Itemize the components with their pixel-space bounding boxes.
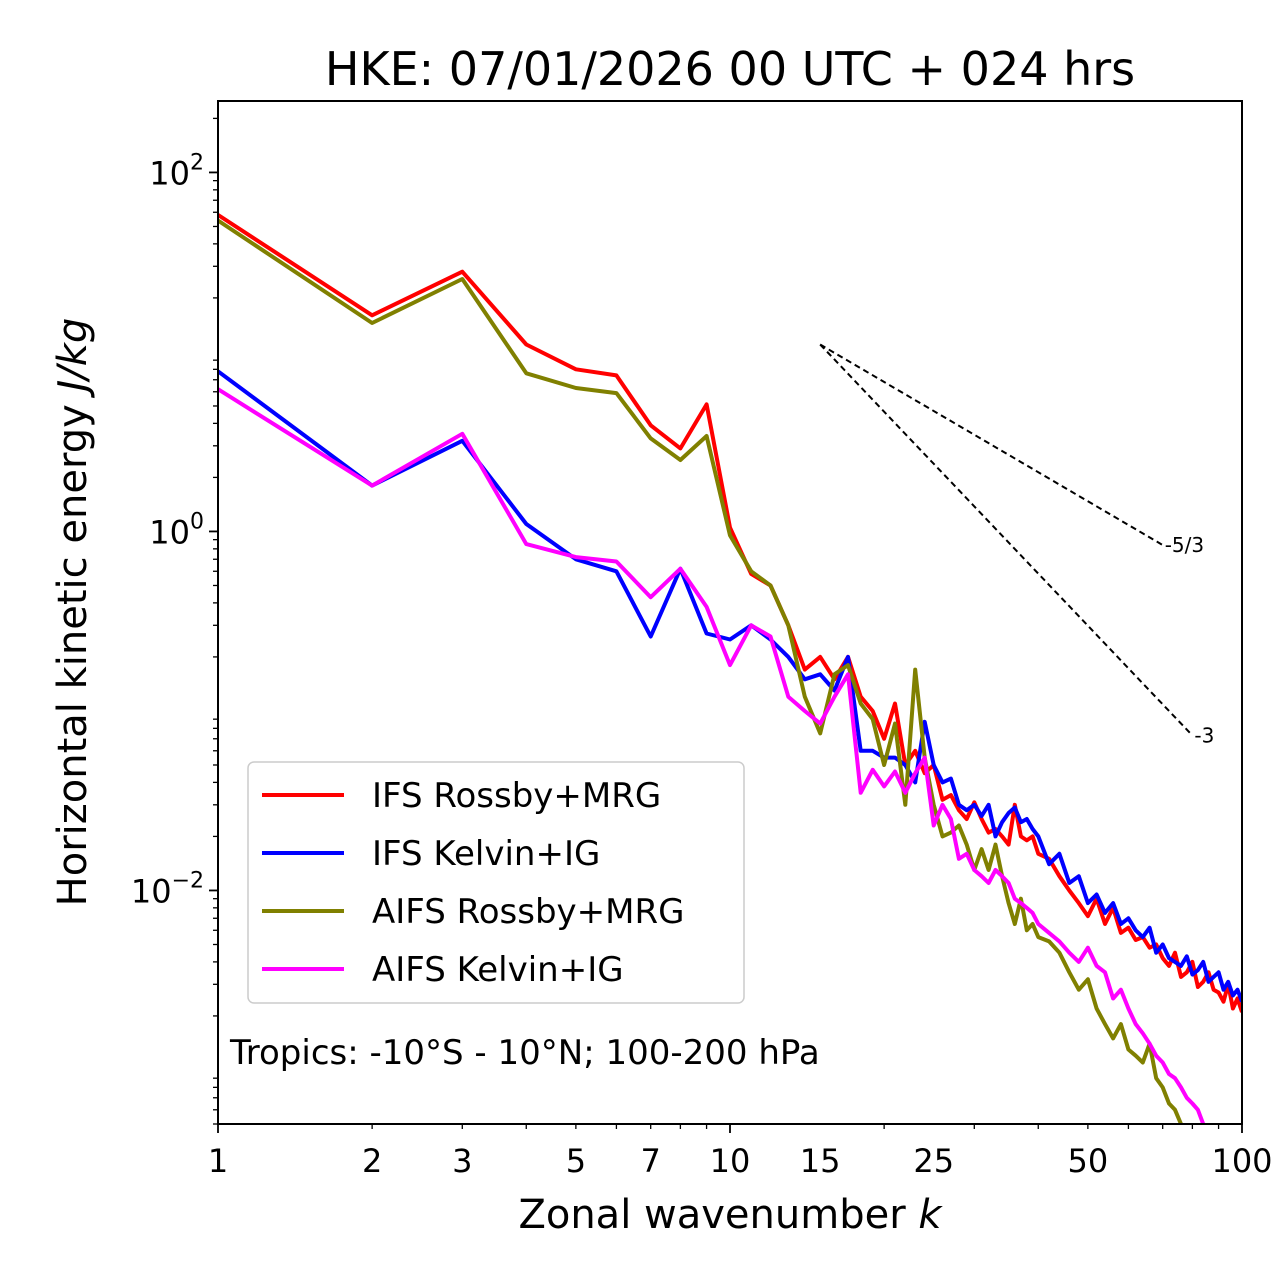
legend-label: AIFS Rossby+MRG bbox=[372, 892, 684, 932]
y-axis-label-text: Horizontal kinetic energy bbox=[50, 392, 96, 907]
series-line-4 bbox=[218, 387, 1206, 1124]
legend-label: AIFS Kelvin+IG bbox=[372, 950, 624, 990]
y-tick-label: 100 bbox=[149, 509, 204, 551]
series-lines bbox=[218, 213, 1242, 1124]
x-axis-label-text: Zonal wavenumber bbox=[518, 1192, 918, 1238]
x-tick-label: 7 bbox=[641, 1142, 661, 1180]
x-axis-label: Zonal wavenumber k bbox=[518, 1192, 943, 1238]
major-ticks bbox=[209, 171, 1243, 1133]
y-tick-base: 10 bbox=[149, 513, 190, 551]
slope-line-1 bbox=[819, 343, 1164, 546]
series-line-2 bbox=[218, 369, 1242, 1003]
series-line-3 bbox=[218, 218, 1184, 1124]
x-tick-label: 2 bbox=[362, 1142, 382, 1180]
legend: IFS Rossby+MRG IFS Kelvin+IG AIFS Rossby+M… bbox=[247, 761, 745, 1004]
x-tick-label: 1 bbox=[208, 1142, 228, 1180]
x-tick-label: 15 bbox=[800, 1142, 841, 1180]
slope-label-2: -3 bbox=[1194, 723, 1214, 747]
y-axis-label: Horizontal kinetic energy J/kg bbox=[50, 318, 96, 907]
y-axis-label-unit: J/kg bbox=[50, 318, 96, 399]
x-tick-label: 25 bbox=[913, 1142, 954, 1180]
y-tick-label: 102 bbox=[149, 150, 204, 192]
x-tick-label: 50 bbox=[1068, 1142, 1109, 1180]
y-tick-exponent: 0 bbox=[190, 509, 204, 534]
y-tick-base: 10 bbox=[131, 872, 172, 910]
plot-frame bbox=[217, 100, 1243, 1125]
x-tick-label: 10 bbox=[710, 1142, 751, 1180]
x-axis-label-var: k bbox=[918, 1192, 943, 1238]
y-tick-base: 10 bbox=[149, 154, 190, 192]
region-annotation: Tropics: -10°S - 10°N; 100-200 hPa bbox=[229, 1033, 820, 1073]
slope-label-1: -5/3 bbox=[1165, 533, 1204, 557]
legend-label: IFS Kelvin+IG bbox=[372, 834, 600, 874]
x-tick-labels: 1 2 3 5 7 10 15 25 50 100 bbox=[208, 1142, 1273, 1180]
chart-title: HKE: 07/01/2026 00 UTC + 024 hrs bbox=[325, 42, 1135, 96]
reference-slopes: -5/3 -3 bbox=[819, 343, 1214, 747]
y-tick-label: 10−2 bbox=[131, 868, 204, 910]
x-tick-label: 100 bbox=[1211, 1142, 1272, 1180]
x-tick-label: 3 bbox=[452, 1142, 472, 1180]
x-tick-label: 5 bbox=[566, 1142, 586, 1180]
legend-label: IFS Rossby+MRG bbox=[372, 776, 661, 816]
y-tick-exponent: 2 bbox=[190, 150, 204, 175]
legend-entries: IFS Rossby+MRG IFS Kelvin+IG AIFS Rossby+M… bbox=[262, 776, 684, 990]
y-tick-exponent: −2 bbox=[172, 868, 204, 893]
legend-box bbox=[247, 761, 745, 1004]
